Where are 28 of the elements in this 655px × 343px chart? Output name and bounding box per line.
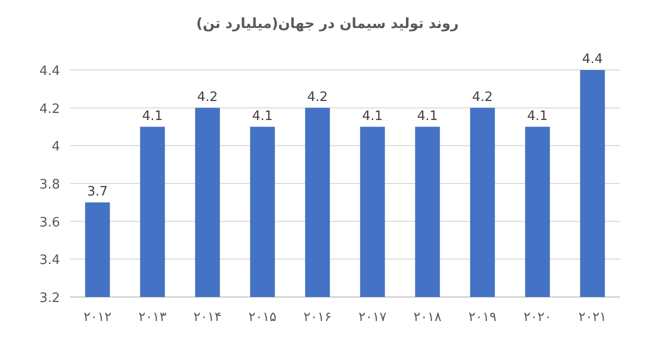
x-tick-label: ۲۰۱۴ <box>194 310 222 325</box>
data-label: 4.2 <box>472 90 493 105</box>
y-tick-label: 4.4 <box>39 64 60 79</box>
x-tick-label: ۲۰۱۷ <box>358 310 386 325</box>
x-tick-label: ۲۰۲۱ <box>578 310 606 325</box>
data-label: 4.4 <box>582 52 603 67</box>
y-tick-label: 3.6 <box>39 215 60 230</box>
x-tick-label: ۲۰۱۸ <box>414 310 442 325</box>
y-tick-label: 3.4 <box>39 253 60 268</box>
data-label: 4.1 <box>142 108 163 124</box>
data-label: 4.1 <box>252 108 273 124</box>
data-label: 4.1 <box>417 108 438 124</box>
data-label: 4.2 <box>197 90 218 105</box>
x-tick-label: ۲۰۱۲ <box>84 310 112 325</box>
x-tick-label: ۲۰۱۳ <box>138 310 166 325</box>
data-label: 3.7 <box>87 184 108 200</box>
x-tick-label: ۲۰۱۹ <box>468 310 496 325</box>
x-tick-label: ۲۰۱۵ <box>248 310 276 325</box>
title: روند تولید سیمان در جهان(میلیارد تن) <box>196 16 459 32</box>
y-tick-label: 4 <box>52 140 60 155</box>
data-label: 4.1 <box>527 108 548 124</box>
x-tick-label: ۲۰۲۰ <box>524 310 552 325</box>
y-tick-label: 3.8 <box>39 178 60 192</box>
data-label: 4.2 <box>307 90 328 105</box>
data-label: 4.1 <box>362 108 383 124</box>
y-tick-label: 3.2 <box>39 291 60 306</box>
y-tick-label: 4.2 <box>39 102 60 117</box>
x-tick-label: ۲۰۱۶ <box>304 310 332 325</box>
